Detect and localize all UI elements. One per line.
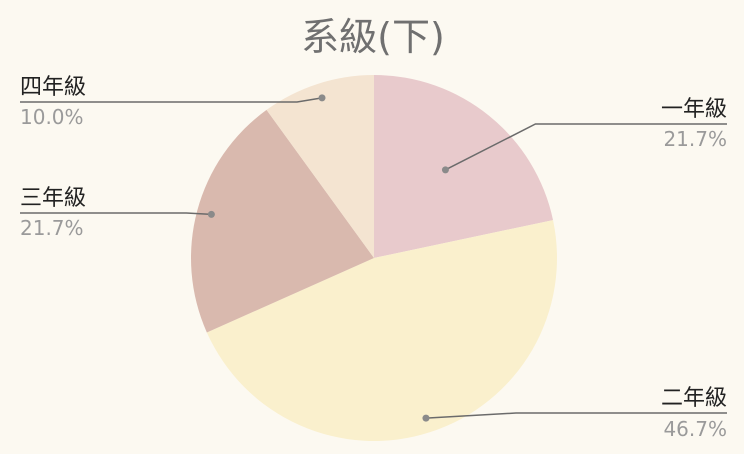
leader-line-4 (20, 97, 323, 103)
slice-percent-2: 46.7% (663, 417, 727, 441)
pie-slice-1 (374, 75, 554, 258)
leader-line-2 (425, 412, 727, 419)
pie-slice-3 (190, 109, 374, 333)
leader-dot-2 (422, 414, 430, 422)
leader-dot-3 (207, 210, 215, 218)
slice-label-3: 三年級 (20, 186, 86, 211)
pie-slice-4 (266, 75, 374, 258)
slice-label-4: 四年級 (20, 75, 86, 100)
slice-label-1: 一年級 (661, 97, 727, 122)
leader-dot-4 (318, 94, 326, 102)
leader-lines (20, 94, 727, 422)
leader-line-3 (20, 212, 212, 216)
chart-title: 系級(下) (301, 15, 445, 59)
slice-percent-1: 21.7% (663, 127, 727, 151)
slice-label-2: 二年級 (661, 386, 727, 411)
slice-labels: 一年級 21.7% 二年級 46.7% 三年級 21.7% 四年級 10.0% (20, 75, 727, 441)
slice-percent-4: 10.0% (20, 105, 84, 129)
leader-line-1 (445, 123, 727, 171)
pie-slices (190, 75, 557, 441)
slice-percent-3: 21.7% (20, 216, 84, 240)
leader-dot-1 (441, 166, 449, 174)
pie-slice-2 (206, 220, 557, 441)
